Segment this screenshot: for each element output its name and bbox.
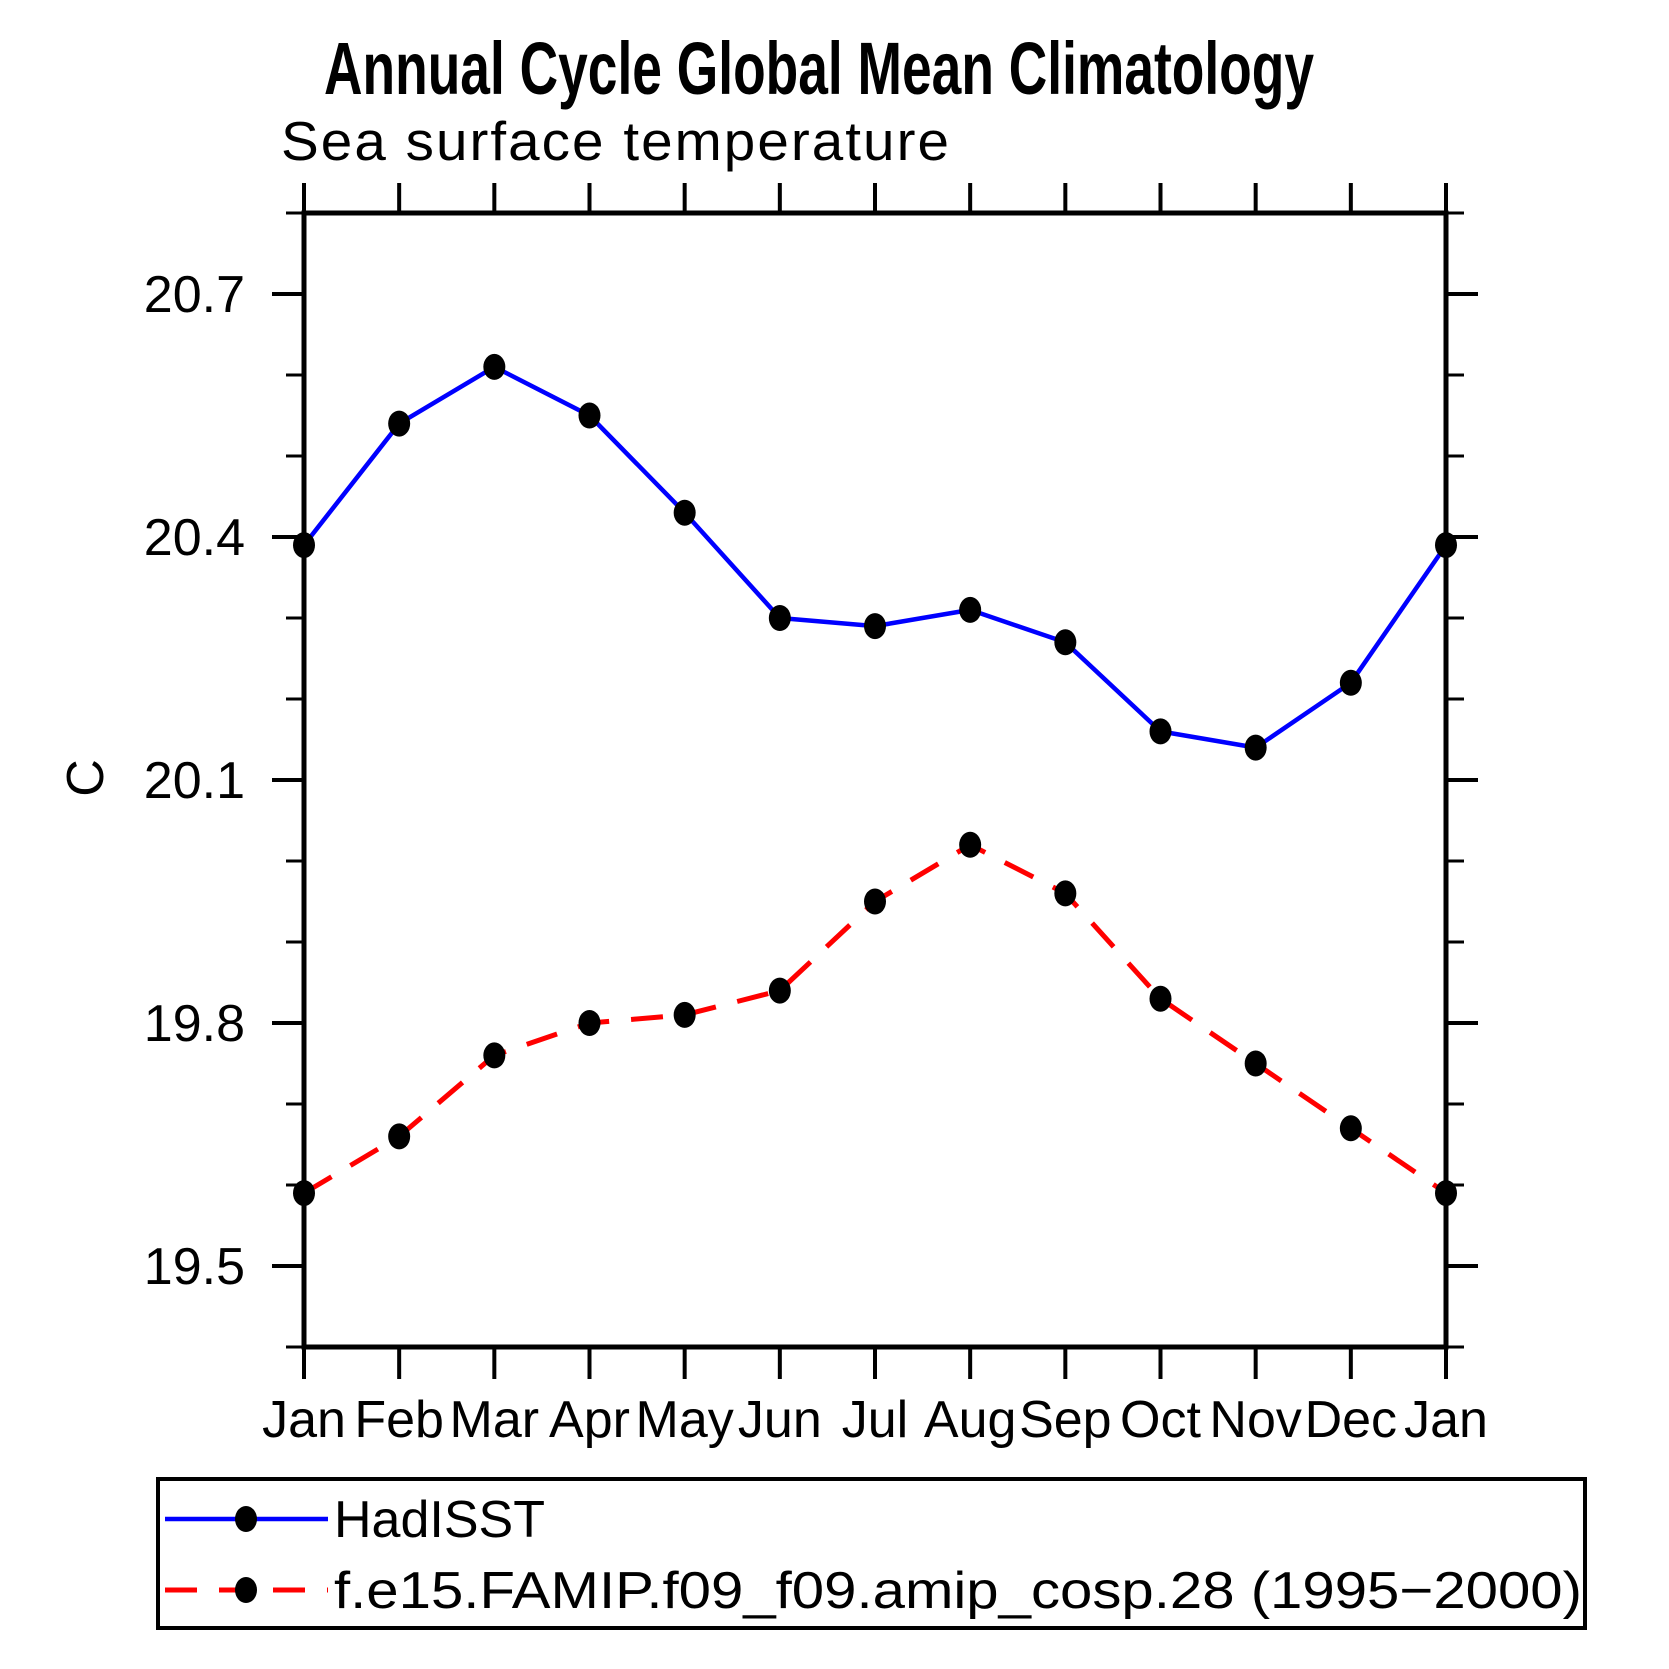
x-tick-label: Jul (842, 1391, 908, 1449)
data-point-marker (1339, 669, 1362, 696)
x-tick-label: Dec (1305, 1391, 1397, 1449)
legend-row: f.e15.FAMIP.f09_f09.amip_cosp.28 (1995−2… (165, 1562, 1582, 1620)
data-point-marker (388, 1123, 411, 1150)
x-tick-label: Feb (354, 1391, 444, 1449)
y-tick-label: 19.5 (144, 1238, 245, 1296)
x-tick-label: Jan (1404, 1391, 1488, 1449)
x-tick-label: Aug (924, 1391, 1017, 1449)
legend-row: HadISST (165, 1491, 545, 1549)
series-line (302, 364, 1448, 750)
data-point-marker (388, 410, 411, 437)
data-point-marker (578, 1010, 601, 1036)
x-tick-label: Mar (450, 1391, 540, 1449)
data-point-marker (768, 977, 791, 1004)
data-point-marker (864, 613, 886, 640)
legend-label: HadISST (334, 1491, 545, 1549)
y-tick-label: 20.1 (144, 752, 245, 810)
x-tick-label: Jun (738, 1391, 822, 1449)
data-point-marker (1149, 718, 1172, 745)
x-tick-labels: Jan Feb Mar Apr May Jun Jul Aug Sep Oct Nov Dec Jan (262, 1391, 1488, 1449)
data-point-marker (1149, 985, 1172, 1012)
data-series (293, 353, 1457, 1207)
x-tick-label: Jan (262, 1391, 346, 1449)
chart-subtitle: Sea surface temperature (281, 110, 951, 172)
data-point-marker (864, 888, 886, 915)
data-point-marker (1339, 1115, 1362, 1142)
axis-ticks (272, 183, 1478, 1379)
y-tick-label: 19.8 (144, 995, 245, 1053)
data-point-marker (1054, 629, 1077, 656)
legend-label: f.e15.FAMIP.f09_f09.amip_cosp.28 (1995−2… (334, 1562, 1582, 1620)
data-point-marker (959, 831, 982, 858)
legend-marker (235, 1506, 257, 1532)
x-tick-label: Nov (1209, 1391, 1301, 1449)
y-axis-title: C (57, 759, 115, 797)
data-point-marker (768, 605, 791, 631)
x-tick-label: Sep (1019, 1391, 1112, 1449)
y-tick-label: 20.7 (144, 266, 245, 324)
y-tick-labels: 19.5 19.8 20.1 20.4 20.7 (144, 266, 245, 1296)
x-tick-label: Apr (549, 1391, 630, 1449)
y-tick-label: 20.4 (144, 509, 245, 567)
plot-frame (301, 210, 1449, 1350)
data-point-marker (483, 353, 506, 380)
x-tick-label: Oct (1120, 1391, 1201, 1449)
legend-marker (235, 1577, 257, 1603)
chart-title: Annual Cycle Global Mean Climatology (324, 27, 1314, 110)
legend-box (156, 1477, 1587, 1630)
data-point-marker (1054, 880, 1077, 907)
legend: HadISST f.e15.FAMIP.f09_f09.amip_cosp.28 … (156, 1477, 1587, 1630)
data-point-marker (673, 1001, 696, 1028)
data-point-marker (959, 596, 982, 623)
data-point-marker (483, 1042, 506, 1069)
data-point-marker (1244, 734, 1267, 761)
x-tick-label: May (636, 1391, 734, 1449)
data-point-marker (578, 402, 601, 429)
series-hadisst (293, 353, 1457, 761)
series-model (293, 831, 1457, 1207)
data-point-marker (1244, 1050, 1267, 1077)
data-point-marker (673, 499, 696, 526)
